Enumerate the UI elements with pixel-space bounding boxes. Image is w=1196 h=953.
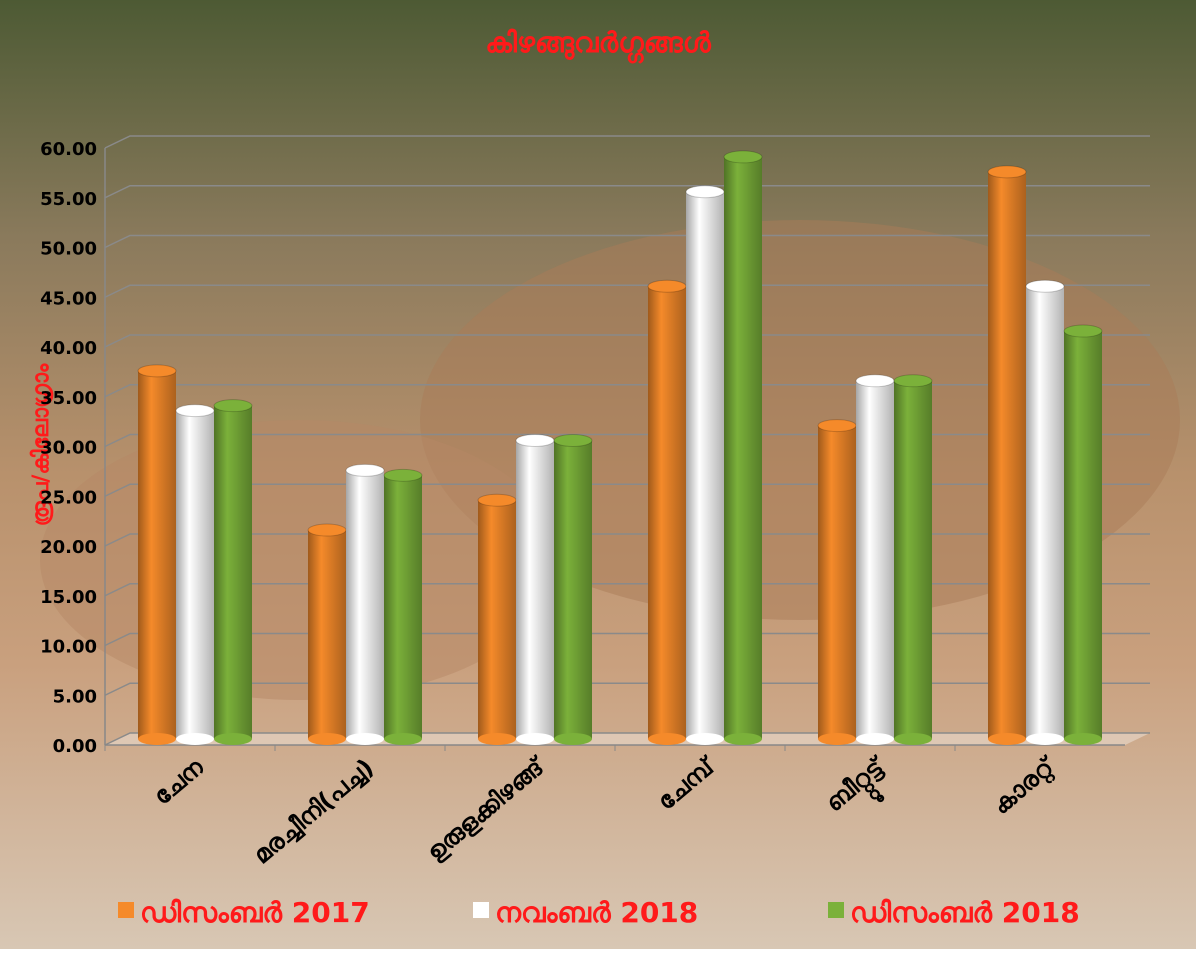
y-tick-label: 25.00 xyxy=(40,487,97,508)
bar-top xyxy=(894,375,932,387)
legend-label: ഡിസംബർ 2017 xyxy=(140,896,370,929)
bar-top xyxy=(214,400,252,412)
legend-swatch xyxy=(118,902,134,918)
bar-top xyxy=(554,435,592,447)
bar-shade xyxy=(308,530,346,739)
y-tick-label: 55.00 xyxy=(40,189,97,210)
y-tick-label: 30.00 xyxy=(40,438,97,459)
bar-shade xyxy=(214,406,252,739)
bar-base xyxy=(384,733,422,745)
bar-base xyxy=(818,733,856,745)
bar-shade xyxy=(346,470,384,739)
bar-shade xyxy=(648,286,686,739)
y-tick-label: 5.00 xyxy=(53,686,97,707)
bar-base xyxy=(1026,733,1064,745)
bar-top xyxy=(724,151,762,163)
bar-top xyxy=(686,186,724,198)
legend-swatch xyxy=(473,902,489,918)
bar-shade xyxy=(686,192,724,739)
bar-shade xyxy=(988,172,1026,739)
legend-label: നവംബർ 2018 xyxy=(495,896,698,929)
bar-shade xyxy=(176,411,214,739)
y-tick-label: 50.00 xyxy=(40,239,97,260)
bar-base xyxy=(176,733,214,745)
bar-shade xyxy=(856,381,894,739)
bar-shade xyxy=(384,475,422,739)
bar-top xyxy=(308,524,346,536)
bar-base xyxy=(686,733,724,745)
bar-top xyxy=(516,435,554,447)
bar-top xyxy=(384,469,422,481)
y-tick-label: 0.00 xyxy=(53,736,97,757)
bar-shade xyxy=(138,371,176,739)
bar-shade xyxy=(1064,331,1102,739)
bar-base xyxy=(988,733,1026,745)
bar-shade xyxy=(818,426,856,739)
bar-top xyxy=(818,420,856,432)
y-tick-label: 45.00 xyxy=(40,288,97,309)
y-tick-label: 20.00 xyxy=(40,537,97,558)
bar-base xyxy=(478,733,516,745)
y-tick-label: 35.00 xyxy=(40,388,97,409)
bar-base xyxy=(856,733,894,745)
bar-base xyxy=(648,733,686,745)
bar-shade xyxy=(894,381,932,739)
y-tick-label: 15.00 xyxy=(40,587,97,608)
bar-top xyxy=(856,375,894,387)
y-tick-label: 40.00 xyxy=(40,338,97,359)
bar-base xyxy=(516,733,554,745)
bar-base xyxy=(214,733,252,745)
chart-title: കിഴങ്ങുവർഗ്ഗങ്ങൾ xyxy=(485,26,711,64)
bar-top xyxy=(138,365,176,377)
bar-base xyxy=(346,733,384,745)
y-tick-label: 10.00 xyxy=(40,637,97,658)
bar-shade xyxy=(1026,286,1064,739)
bar-base xyxy=(554,733,592,745)
bar-base xyxy=(724,733,762,745)
y-tick-label: 60.00 xyxy=(40,139,97,160)
bar-top xyxy=(648,280,686,292)
bar-shade xyxy=(554,441,592,740)
bar-top xyxy=(346,464,384,476)
bar-top xyxy=(1026,280,1064,292)
bar-shade xyxy=(516,441,554,740)
bar-base xyxy=(308,733,346,745)
bar-top xyxy=(176,405,214,417)
chart: കിഴങ്ങുവർഗ്ഗങ്ങൾ രൂപ/കിലോഗ്രാം 0.005.001… xyxy=(0,0,1196,949)
bar-top xyxy=(1064,325,1102,337)
bar-shade xyxy=(724,157,762,739)
legend-swatch xyxy=(828,902,844,918)
bar-base xyxy=(1064,733,1102,745)
bar-base xyxy=(894,733,932,745)
legend-label: ഡിസംബർ 2018 xyxy=(850,896,1080,929)
bar-top xyxy=(478,494,516,506)
bar-base xyxy=(138,733,176,745)
bar-top xyxy=(988,166,1026,178)
bar-shade xyxy=(478,500,516,739)
